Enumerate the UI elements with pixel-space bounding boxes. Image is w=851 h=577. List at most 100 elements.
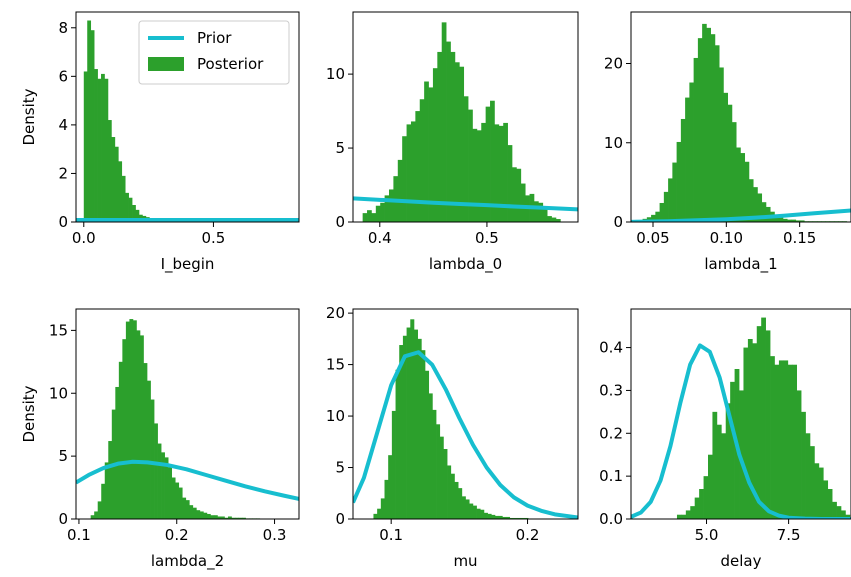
- histogram-bar: [132, 320, 137, 519]
- histogram-bar: [787, 219, 792, 222]
- histogram-bar: [481, 122, 486, 222]
- histogram-bar: [770, 356, 775, 519]
- histogram-bar: [402, 335, 407, 519]
- histogram-bar: [384, 195, 390, 222]
- histogram-bar: [189, 505, 194, 519]
- histogram-bar: [90, 515, 95, 519]
- prior-curve: [353, 196, 578, 212]
- histogram-bar: [199, 511, 204, 519]
- histogram-bar: [513, 517, 518, 519]
- histogram-bar: [443, 449, 448, 519]
- histogram-bar: [108, 441, 113, 519]
- histogram-bar: [555, 219, 561, 222]
- histogram-bar: [791, 219, 797, 222]
- histogram-bar: [787, 364, 793, 519]
- histogram-bar: [756, 326, 762, 519]
- axes-frame: [630, 308, 851, 520]
- histogram-bar: [150, 399, 155, 519]
- histogram-bar: [446, 41, 451, 222]
- histogram-bar: [659, 202, 665, 222]
- y-tick-label: 0: [58, 213, 68, 231]
- histogram-bar: [805, 433, 811, 519]
- histogram-bar: [761, 202, 767, 222]
- histogram-bar: [425, 370, 430, 519]
- histogram-bar: [487, 513, 492, 519]
- histogram-bar: [509, 517, 514, 519]
- histogram-bar: [520, 183, 526, 222]
- histogram-bar: [490, 100, 495, 222]
- histogram-bar: [716, 424, 722, 519]
- histogram-bar: [503, 122, 508, 222]
- histogram-bar: [685, 510, 691, 519]
- histogram-bar: [783, 360, 789, 519]
- x-axis-label: lambda_0: [429, 255, 502, 274]
- histogram-bar: [752, 343, 758, 519]
- prior-curve: [353, 350, 578, 519]
- histogram-bar: [104, 78, 109, 222]
- histogram-bar: [391, 410, 396, 519]
- histogram-bar: [465, 499, 470, 519]
- histogram-bar: [655, 211, 660, 222]
- histogram-bar: [413, 329, 418, 519]
- x-tick-label: 0.2: [516, 526, 540, 544]
- histogram-bar: [210, 515, 215, 519]
- histogram-bar: [377, 508, 382, 519]
- histogram-bar: [410, 319, 415, 519]
- histogram-bar: [203, 512, 208, 519]
- histogram-bar: [818, 467, 824, 519]
- histogram-bar: [406, 327, 411, 519]
- histogram-bar: [135, 209, 140, 222]
- histogram-bar: [472, 505, 477, 519]
- y-tick-label: 4: [58, 116, 68, 134]
- histogram-bar: [164, 457, 169, 519]
- histogram-bar: [421, 350, 426, 519]
- x-tick-label: 5.0: [695, 526, 719, 544]
- histogram-bar: [424, 81, 429, 222]
- panel-4: 0.1 0.2 0.3 0 5 10 15 lambda_2 Density: [20, 308, 300, 571]
- y-tick-label: 20: [326, 304, 345, 322]
- histogram-bar: [710, 34, 716, 222]
- x-tick-label: 0.15: [783, 229, 816, 247]
- histogram-bar: [809, 446, 815, 519]
- histogram-bar: [436, 424, 441, 519]
- histogram-bar: [147, 380, 151, 519]
- histogram-bar: [840, 510, 846, 519]
- histogram-bar: [432, 409, 437, 519]
- histogram-bar: [437, 51, 443, 222]
- y-axis-label: Density: [20, 88, 38, 145]
- histogram-bar: [90, 30, 95, 222]
- histogram-bar: [83, 71, 88, 222]
- y-tick-label: 0: [335, 213, 345, 231]
- histogram-bar: [458, 488, 463, 519]
- histogram-bar: [118, 161, 123, 222]
- histogram-bar: [87, 20, 92, 222]
- y-tick-label: 0.0: [599, 510, 623, 528]
- histogram-bar: [823, 480, 829, 519]
- histogram-bar: [439, 436, 444, 519]
- panel-1: 0.0 0.5 0 2 4 6 8 I_begin Density: [20, 11, 300, 274]
- histogram-bar: [836, 506, 842, 519]
- histogram-bar: [122, 339, 127, 519]
- histogram-bar: [399, 345, 404, 519]
- histogram-bar: [702, 23, 707, 222]
- histogram-bar: [450, 51, 456, 222]
- x-axis-label: I_begin: [161, 255, 215, 274]
- x-tick-label: 0.1: [67, 526, 91, 544]
- histogram-bar: [384, 479, 389, 519]
- histogram-bar: [743, 347, 749, 519]
- histogram-bar: [206, 513, 211, 519]
- histogram-bar: [494, 515, 499, 519]
- histogram-bar: [524, 517, 529, 519]
- histogram-bar: [757, 193, 763, 222]
- histogram-bar: [182, 497, 187, 519]
- histogram-bar: [196, 510, 201, 519]
- histogram-bar: [676, 141, 682, 222]
- histogram-bar: [714, 45, 720, 222]
- histogram-bar: [708, 454, 713, 519]
- x-axis-label: delay: [721, 552, 762, 570]
- panel-6: 5.0 7.5 0.0 0.1 0.2 0.3 0.4 delay: [599, 308, 851, 570]
- histogram-bar: [725, 403, 731, 519]
- histogram-bar: [498, 515, 503, 519]
- histogram-bar: [362, 213, 368, 222]
- histogram-bar: [747, 339, 753, 519]
